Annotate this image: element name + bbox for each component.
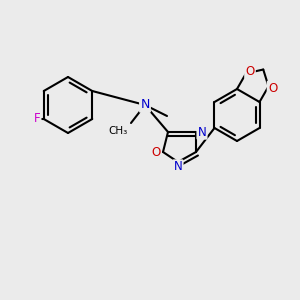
Text: O: O — [152, 146, 160, 158]
Text: N: N — [140, 98, 150, 112]
Text: N: N — [174, 160, 182, 173]
Text: F: F — [34, 112, 41, 125]
Text: O: O — [268, 82, 277, 95]
Text: CH₃: CH₃ — [109, 126, 128, 136]
Text: N: N — [198, 125, 206, 139]
Text: O: O — [245, 65, 255, 78]
